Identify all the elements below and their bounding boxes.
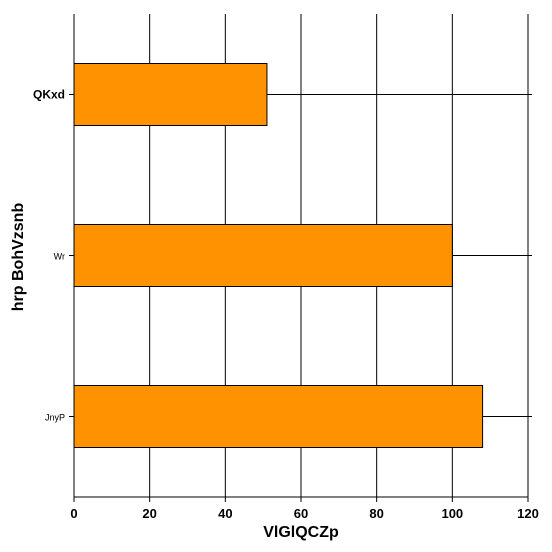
x-tick-label-120: 120	[517, 506, 539, 521]
x-tick-label-40: 40	[218, 506, 232, 521]
x-ticks: 0 20 40 60 80 100 120	[70, 497, 539, 521]
bar-QKxd	[73, 63, 268, 126]
x-axis-title: VlGlQCZp	[263, 524, 339, 541]
bar-Wr	[73, 224, 453, 287]
y-category-label-1: Wr	[54, 252, 65, 262]
y-axis-title: hrp BohVzsnb	[10, 203, 27, 312]
y-category-labels: QKxd Wr JnyP	[33, 88, 74, 423]
bars	[73, 63, 484, 448]
x-tick-label-0: 0	[70, 506, 77, 521]
x-tick-label-60: 60	[294, 506, 308, 521]
x-tick-label-20: 20	[142, 506, 156, 521]
x-tick-label-100: 100	[441, 506, 463, 521]
y-category-label-2: JnyP	[45, 413, 65, 423]
y-category-label-0: QKxd	[33, 88, 65, 102]
x-tick-label-80: 80	[369, 506, 383, 521]
bar-JnyP	[73, 385, 484, 448]
